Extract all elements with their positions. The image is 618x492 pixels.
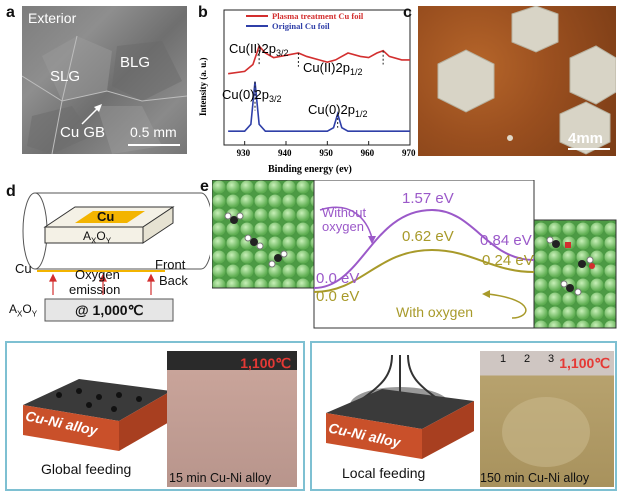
energy-0-84: 0.84 eV [480,232,532,249]
peak-cu2-12: Cu(II)2p1/2 [303,60,362,77]
temperature-label: @ 1,000℃ [75,302,144,318]
panel-label-e: e [200,178,209,195]
energy-0-0-bottom: 0.0 eV [316,288,360,305]
energy-0-0-top: 0.0 eV [316,270,360,287]
temperature-label: 1,100℃ [559,355,610,371]
peak-cu0-12: Cu(0)2p1/2 [308,102,367,119]
axoy-side-label: AXOY [9,302,38,319]
back-label: Back [159,273,188,288]
label-without-oxygen: Without oxygen [322,205,367,234]
label-slg: SLG [50,68,81,85]
energy-1-57: 1.57 eV [402,190,454,207]
substrate-side [142,206,174,244]
oxygen-label: Oxygen [75,267,120,282]
arrow-icon [81,104,102,125]
scale-bar-label: 0.5 mm [130,124,177,140]
energy-0-24: 0.24 eV [482,252,534,269]
cu-foil [75,211,145,223]
ruler-1: 1 [500,353,507,365]
molecules-right [546,236,595,296]
energy-box [313,180,535,329]
label-exterior: Exterior [28,10,77,26]
label-blg: BLG [120,54,151,71]
feeding-label: Local feeding [342,465,426,481]
tube-end-right [200,192,210,270]
oxygen-arrows [49,273,155,295]
x-axis-label: Binding energy (ev) [268,164,352,175]
peak-cu0-32: Cu(0)2p3/2 [222,87,281,104]
x-tick-label: 950 [319,148,333,158]
time-caption: 15 min Cu-Ni alloy [169,471,272,485]
panel-label-c: c [403,4,412,21]
peak-cu2-32: Cu(II)2p3/2 [229,41,288,58]
ruler-2: 2 [524,353,531,365]
emission-label: emission [69,282,121,297]
axoy-label: AXOY [83,229,112,246]
cu-line-label: Cu [15,261,32,276]
optical-image-graphene-domains: 4mm [418,6,616,156]
scale-bar-label: 4mm [568,130,604,147]
label-with-oxygen: With oxygen [396,304,474,320]
panel-label-a: a [6,4,15,21]
x-tick-label: 960 [361,148,375,158]
legend-original: Original Cu foil [272,21,330,31]
panel-label-d: d [6,183,16,200]
y-axis-label: Intensity (a. u.) [198,57,208,116]
photo-local: 1 2 3 1,100℃ [480,351,614,487]
hexagonal-domains [437,6,616,155]
energy-diagram: Without oxygen 1.57 eV 0.84 eV 0.62 eV 0… [212,180,617,330]
label-cu-gb: Cu GB [60,124,106,141]
alloy-block-global [23,379,171,451]
x-tick-label: 970 [402,148,416,158]
photo-global: 1,100℃ [167,351,297,487]
cu-label: Cu [97,209,115,224]
molecules-left [224,212,288,268]
local-feeding-panel: Cu-Ni alloy Local feeding 1 2 3 1,100℃ 1… [310,341,617,491]
series-line-plasma [228,44,410,75]
curve-without-oxygen [313,208,535,289]
temperature-label: 1,100℃ [240,355,291,371]
cvd-schematic: Cu AXOY Cu Oxygen emission Front Back AX… [5,183,210,333]
xps-chart: 930 940 950 960 970 Plasma treatment Cu foil… [198,9,416,175]
sem-image-graphene: Exterior SLG BLG Cu GB 0.5 mm [22,6,187,154]
panel-label-b: b [198,4,208,21]
grain-boundaries [22,35,187,154]
plot-frame [223,9,411,146]
series-line-original [228,81,410,132]
arrow-without-oxygen [319,206,373,239]
alloy-block-local [326,355,474,459]
slab-left [212,180,315,289]
front-label: Front [155,257,186,272]
feeding-label: Global feeding [41,461,132,477]
x-tick-label: 930 [237,148,251,158]
graphene-region [502,397,590,467]
curve-with-oxygen [313,248,535,293]
time-caption: 150 min Cu-Ni alloy [480,471,590,485]
energy-0-62: 0.62 eV [402,228,454,245]
global-feeding-panel: Cu-Ni alloy Global feeding 1,100℃ 15 min… [5,341,305,491]
ruler-3: 3 [548,353,555,365]
x-tick-label: 940 [278,148,292,158]
axoy-slab [44,298,174,322]
scale-bar [128,144,180,146]
arrow-with-oxygen [487,293,527,319]
slab-right [533,219,617,329]
legend-plasma: Plasma treatment Cu foil [272,11,364,21]
tube-end-left [22,192,48,270]
scale-bar [568,148,610,150]
